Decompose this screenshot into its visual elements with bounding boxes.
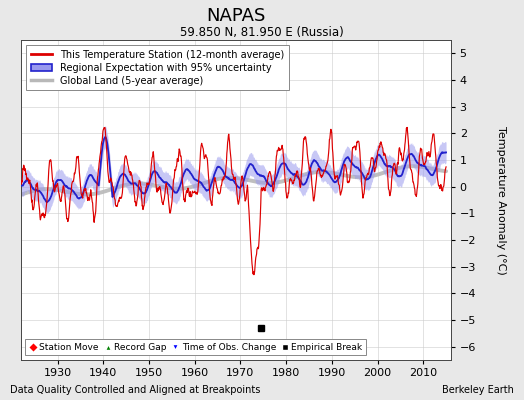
Text: Data Quality Controlled and Aligned at Breakpoints: Data Quality Controlled and Aligned at B… <box>10 385 261 395</box>
Text: Berkeley Earth: Berkeley Earth <box>442 385 514 395</box>
Title: NAPAS: NAPAS <box>206 6 266 24</box>
Text: 59.850 N, 81.950 E (Russia): 59.850 N, 81.950 E (Russia) <box>180 26 344 39</box>
Y-axis label: Temperature Anomaly (°C): Temperature Anomaly (°C) <box>496 126 506 274</box>
Legend: Station Move, Record Gap, Time of Obs. Change, Empirical Break: Station Move, Record Gap, Time of Obs. C… <box>26 339 366 356</box>
